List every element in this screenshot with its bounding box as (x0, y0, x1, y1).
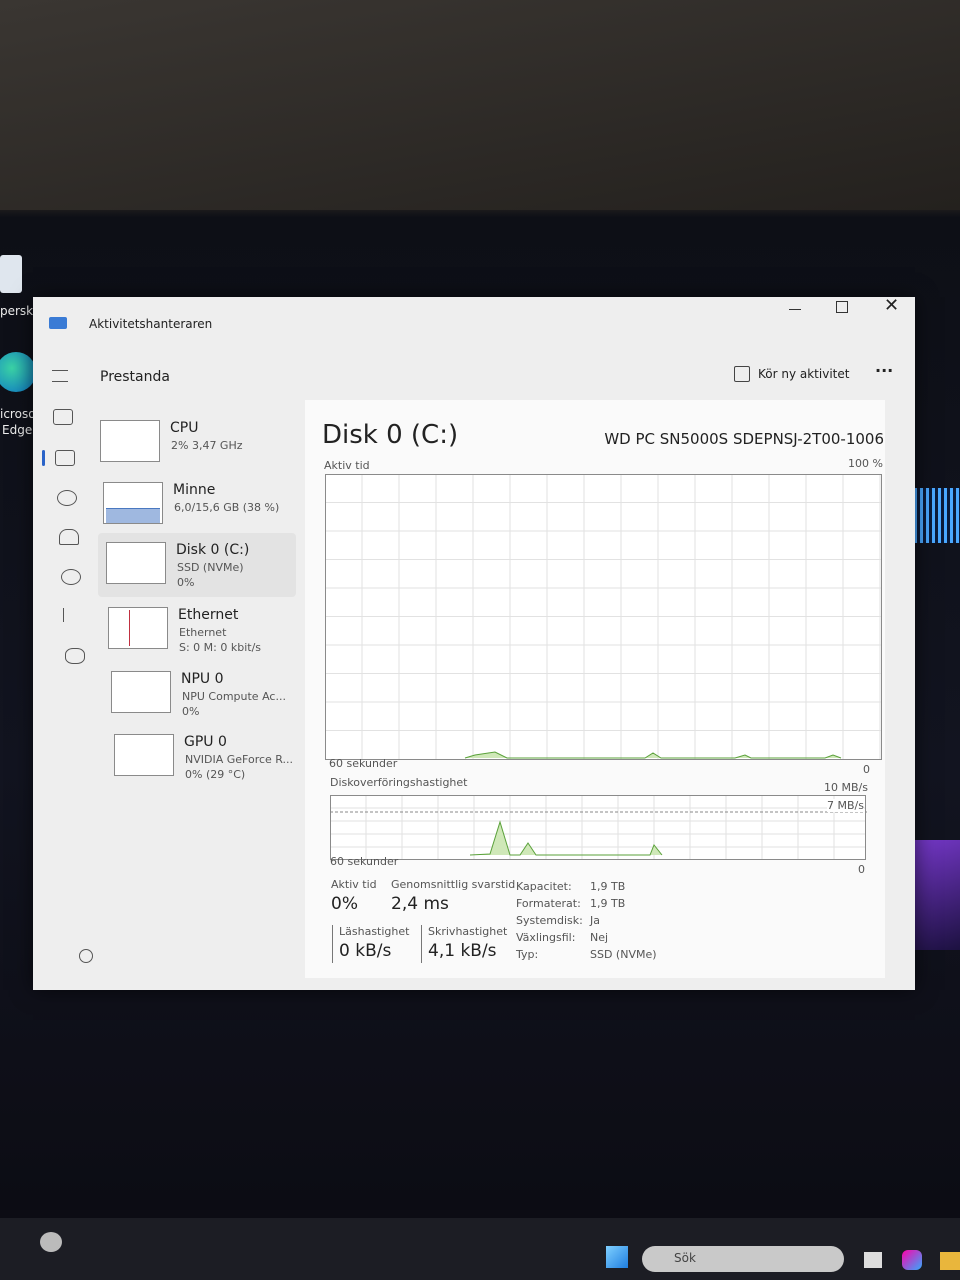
device-detail[interactable]: 2% 3,47 GHz (171, 439, 243, 452)
property-value: 1,9 TB (590, 880, 626, 893)
device-name[interactable]: Disk 0 (C:) (176, 542, 250, 558)
desktop-icon-label[interactable]: persko (0, 304, 41, 318)
stat-divider (332, 925, 333, 963)
property-value: Ja (590, 914, 600, 927)
page-title: Prestanda (100, 369, 170, 385)
nav-users[interactable] (61, 569, 81, 585)
search-placeholder[interactable]: Sök (674, 1251, 696, 1265)
stat-value: 2,4 ms (391, 894, 449, 914)
stat-label: Skrivhastighet (428, 925, 508, 938)
property-label: Kapacitet: (516, 880, 572, 893)
chart-label: Aktiv tid (324, 459, 370, 472)
device-detail[interactable]: SSD (NVMe) (177, 561, 244, 574)
property-label: Formaterat: (516, 897, 581, 910)
stat-label: Genomsnittlig svarstid (391, 878, 516, 891)
explorer-button[interactable] (940, 1252, 960, 1270)
close-button[interactable]: ✕ (884, 295, 900, 316)
device-detail[interactable]: 0% (29 °C) (185, 768, 246, 781)
property-label: Växlingsfil: (516, 931, 576, 944)
device-name[interactable]: Minne (173, 482, 216, 498)
edge-icon[interactable] (0, 352, 36, 392)
minimize-button[interactable] (789, 309, 801, 310)
run-task-button[interactable]: Kör ny aktivitet (758, 367, 850, 381)
run-task-icon[interactable] (734, 366, 750, 382)
chart-span: 60 sekunder (330, 855, 399, 868)
stat-label: Läshastighet (339, 925, 410, 938)
chart-label: Diskoverföringshastighet (330, 776, 468, 789)
device-thumbnail[interactable] (108, 607, 168, 649)
nav-services[interactable] (65, 648, 85, 664)
chart-max: 100 % (848, 457, 883, 470)
nav-selected-indicator (42, 450, 45, 466)
device-detail[interactable]: NVIDIA GeForce R... (185, 753, 294, 766)
window-title: Aktivitetshanteraren (89, 317, 213, 331)
device-thumbnail[interactable] (103, 482, 163, 524)
active-time-chart (325, 474, 882, 760)
recycle-bin-icon[interactable] (0, 255, 22, 293)
nav-details[interactable] (63, 608, 82, 622)
app-icon (49, 317, 67, 329)
device-thumbnail[interactable] (100, 420, 160, 462)
device-detail[interactable]: NPU Compute Ac... (182, 690, 286, 703)
stat-label: Aktiv tid (331, 878, 377, 891)
transfer-chart (330, 795, 867, 860)
copilot-button[interactable] (902, 1250, 922, 1270)
device-thumbnail[interactable] (106, 542, 166, 584)
more-button[interactable]: ··· (875, 361, 894, 380)
property-value: Nej (590, 931, 609, 944)
device-thumbnail[interactable] (111, 671, 171, 713)
widgets-button[interactable] (40, 1232, 62, 1252)
device-detail[interactable]: 0% (177, 576, 195, 589)
desktop-icon-label[interactable]: Edge (2, 423, 33, 437)
settings-button[interactable] (79, 949, 93, 963)
device-name[interactable]: GPU 0 (184, 734, 227, 750)
nav-processes[interactable] (53, 409, 73, 425)
property-value: SSD (NVMe) (590, 948, 657, 961)
disk-model: WD PC SN5000S SDEPNSJ-2T00-1006 (604, 430, 884, 448)
chart-reference: 7 MB/s (827, 799, 864, 812)
device-detail[interactable]: S: 0 M: 0 kbit/s (179, 641, 262, 654)
device-detail[interactable]: Ethernet (179, 626, 227, 639)
nav-history[interactable] (57, 490, 77, 506)
menu-button[interactable] (52, 370, 68, 382)
property-label: Typ: (516, 948, 539, 961)
chart-max: 10 MB/s (824, 781, 868, 794)
device-detail[interactable]: 6,0/15,6 GB (38 %) (174, 501, 280, 514)
desktop-icon-label[interactable]: icrosof (0, 407, 40, 421)
stat-divider (421, 925, 422, 963)
device-detail[interactable]: 0% (182, 705, 200, 718)
wall (0, 0, 960, 210)
chart-min: 0 (863, 763, 870, 776)
property-value: 1,9 TB (590, 897, 626, 910)
taskview-button[interactable] (864, 1252, 882, 1268)
stat-value: 0 kB/s (339, 941, 392, 961)
property-label: Systemdisk: (516, 914, 583, 927)
start-button[interactable] (606, 1246, 628, 1268)
device-name[interactable]: CPU (170, 420, 199, 436)
chart-min: 0 (858, 863, 865, 876)
stat-value: 0% (331, 894, 358, 914)
device-name[interactable]: Ethernet (178, 607, 239, 623)
stat-value: 4,1 kB/s (428, 941, 497, 961)
wallpaper-glow (908, 488, 960, 543)
maximize-button[interactable] (836, 301, 848, 313)
device-thumbnail[interactable] (114, 734, 174, 776)
disk-title: Disk 0 (C:) (322, 420, 459, 450)
chart-span: 60 sekunder (329, 757, 398, 770)
nav-performance[interactable] (55, 450, 75, 466)
search-box[interactable] (642, 1246, 844, 1272)
nav-startup[interactable] (59, 529, 79, 545)
device-name[interactable]: NPU 0 (181, 671, 224, 687)
